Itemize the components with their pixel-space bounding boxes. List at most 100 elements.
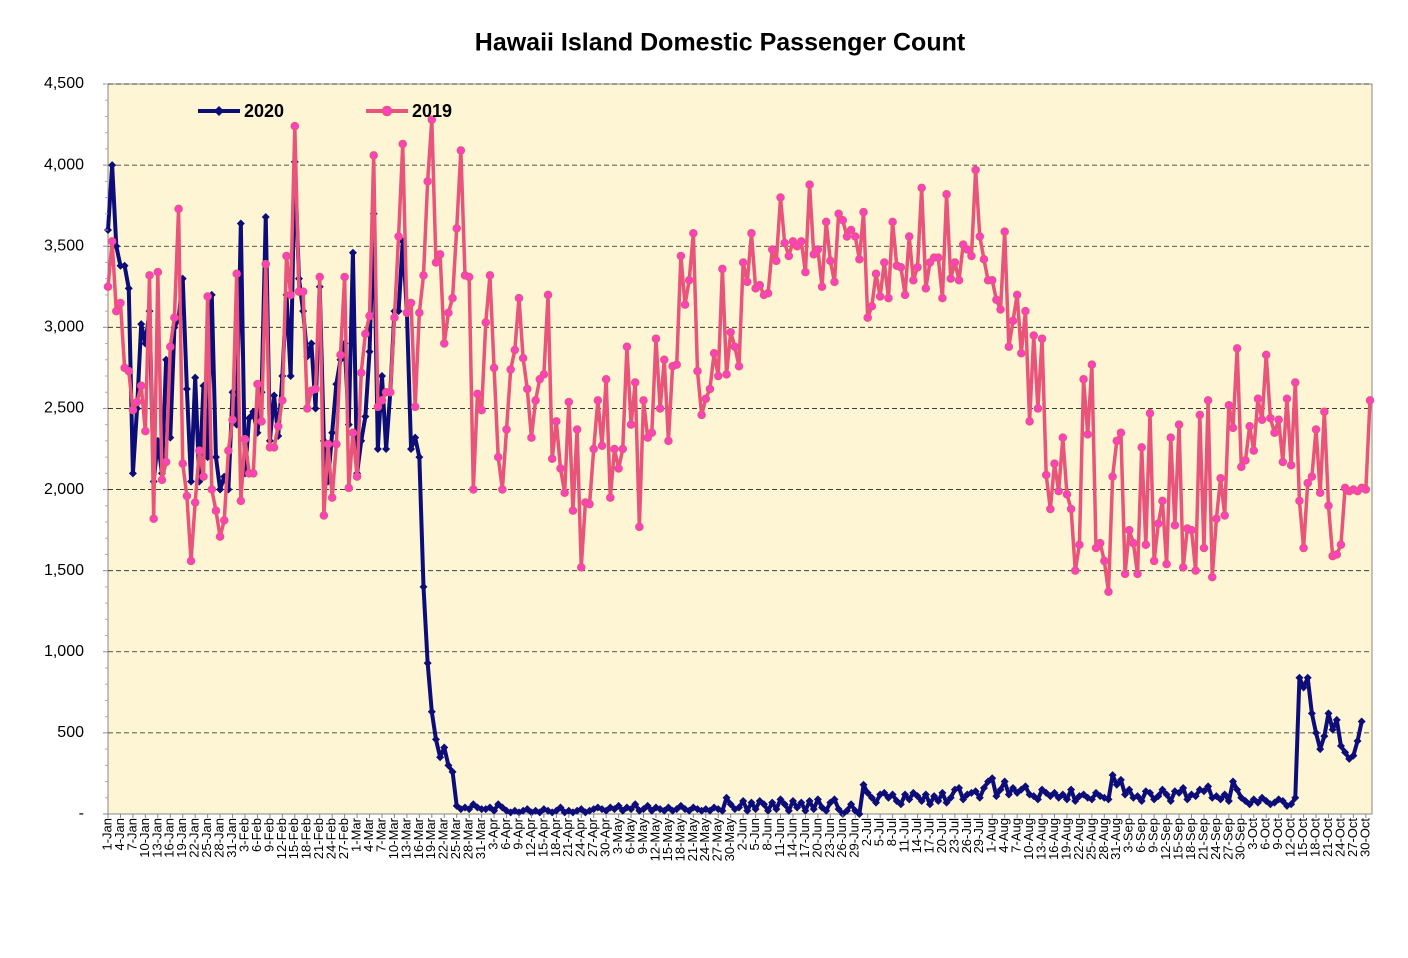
data-point bbox=[1183, 795, 1192, 804]
data-point bbox=[1199, 787, 1208, 796]
x-tick-label: 3-Apr bbox=[486, 817, 501, 849]
y-tick-label: 500 bbox=[57, 724, 84, 741]
data-point bbox=[788, 797, 797, 806]
data-point bbox=[149, 514, 158, 524]
data-point bbox=[489, 363, 499, 373]
data-point bbox=[1133, 569, 1142, 579]
data-point bbox=[743, 806, 752, 815]
data-point bbox=[643, 801, 652, 810]
data-point bbox=[871, 269, 881, 279]
data-point bbox=[768, 798, 777, 807]
data-point bbox=[834, 805, 843, 814]
data-point bbox=[1315, 488, 1325, 498]
data-point bbox=[855, 810, 864, 818]
y-tick-label: 3,500 bbox=[44, 237, 84, 254]
data-point bbox=[921, 284, 931, 293]
x-tick-label: 4-Mar bbox=[361, 817, 376, 852]
data-point bbox=[1137, 443, 1146, 452]
data-point bbox=[215, 532, 225, 541]
data-point bbox=[921, 790, 930, 799]
data-point bbox=[1079, 374, 1088, 384]
data-point bbox=[701, 394, 711, 403]
data-point bbox=[1058, 433, 1068, 442]
data-point bbox=[697, 410, 706, 420]
data-point bbox=[1008, 316, 1018, 326]
data-point bbox=[801, 806, 810, 815]
x-tick-label: 18-Apr bbox=[548, 817, 563, 857]
data-point bbox=[1295, 673, 1304, 682]
data-point bbox=[1357, 717, 1366, 726]
x-tick-label: 1-Aug bbox=[984, 818, 999, 853]
x-tick-label: 25-Aug bbox=[1083, 818, 1098, 860]
y-tick-label: 1,000 bbox=[44, 643, 84, 660]
data-point bbox=[1120, 569, 1130, 579]
data-point bbox=[382, 445, 391, 453]
data-point bbox=[614, 801, 623, 810]
data-point bbox=[398, 139, 407, 149]
data-point bbox=[336, 350, 345, 360]
data-point bbox=[1162, 790, 1171, 799]
data-point bbox=[764, 806, 773, 815]
data-point bbox=[901, 790, 910, 799]
x-tick-label: 27-Sep bbox=[1220, 818, 1235, 860]
data-point bbox=[219, 516, 229, 525]
data-point bbox=[132, 397, 142, 407]
data-point bbox=[124, 284, 133, 293]
data-point bbox=[427, 115, 437, 124]
data-point bbox=[1066, 504, 1076, 514]
data-point bbox=[427, 707, 436, 716]
data-point bbox=[303, 404, 312, 413]
data-point bbox=[473, 389, 482, 399]
data-point bbox=[987, 276, 997, 285]
data-point bbox=[585, 499, 594, 509]
data-point bbox=[655, 404, 665, 413]
data-point bbox=[1108, 472, 1117, 481]
data-point bbox=[797, 798, 806, 807]
x-tick-label: 29-Jul bbox=[971, 818, 986, 854]
data-point bbox=[232, 269, 241, 279]
data-point bbox=[821, 217, 831, 227]
x-tick-label: 27-Feb bbox=[336, 818, 351, 859]
data-point bbox=[759, 800, 768, 809]
data-point bbox=[1228, 423, 1238, 433]
data-point bbox=[1154, 792, 1163, 801]
x-tick-label: 17-Jun bbox=[797, 818, 812, 858]
x-tick-label: 10-Jan bbox=[137, 818, 152, 858]
data-point bbox=[170, 313, 179, 322]
data-point bbox=[992, 295, 1001, 305]
data-point bbox=[103, 282, 113, 292]
data-point bbox=[1191, 792, 1200, 801]
data-point bbox=[1191, 566, 1200, 575]
data-point bbox=[867, 301, 877, 311]
data-point bbox=[992, 792, 1001, 801]
data-point bbox=[996, 785, 1005, 794]
data-point bbox=[847, 800, 856, 809]
data-point bbox=[435, 250, 445, 259]
data-point bbox=[527, 433, 536, 442]
data-point bbox=[269, 443, 279, 452]
data-point bbox=[253, 379, 262, 389]
data-point bbox=[875, 292, 885, 301]
legend-marker bbox=[214, 106, 224, 116]
data-point bbox=[1332, 715, 1341, 724]
data-point bbox=[1216, 473, 1225, 483]
data-point bbox=[1046, 504, 1055, 514]
data-point bbox=[377, 372, 386, 380]
data-point bbox=[1253, 798, 1262, 807]
data-point bbox=[826, 256, 835, 266]
data-point bbox=[904, 232, 914, 241]
data-point bbox=[369, 151, 378, 160]
data-point bbox=[627, 805, 636, 814]
data-point bbox=[161, 457, 171, 467]
data-point bbox=[726, 800, 735, 809]
x-tick-label: 24-Feb bbox=[324, 818, 339, 859]
data-point bbox=[963, 245, 972, 254]
data-point bbox=[610, 444, 619, 454]
data-point bbox=[270, 391, 279, 400]
x-tick-label: 21-Apr bbox=[560, 817, 575, 857]
data-point bbox=[805, 797, 814, 806]
axes: - 500 1,000 1,500 2,000 2,500 3,000 3,500 4,000 4… bbox=[44, 75, 1372, 861]
data-point bbox=[1341, 748, 1350, 757]
data-point bbox=[411, 433, 420, 442]
data-point bbox=[859, 780, 868, 789]
